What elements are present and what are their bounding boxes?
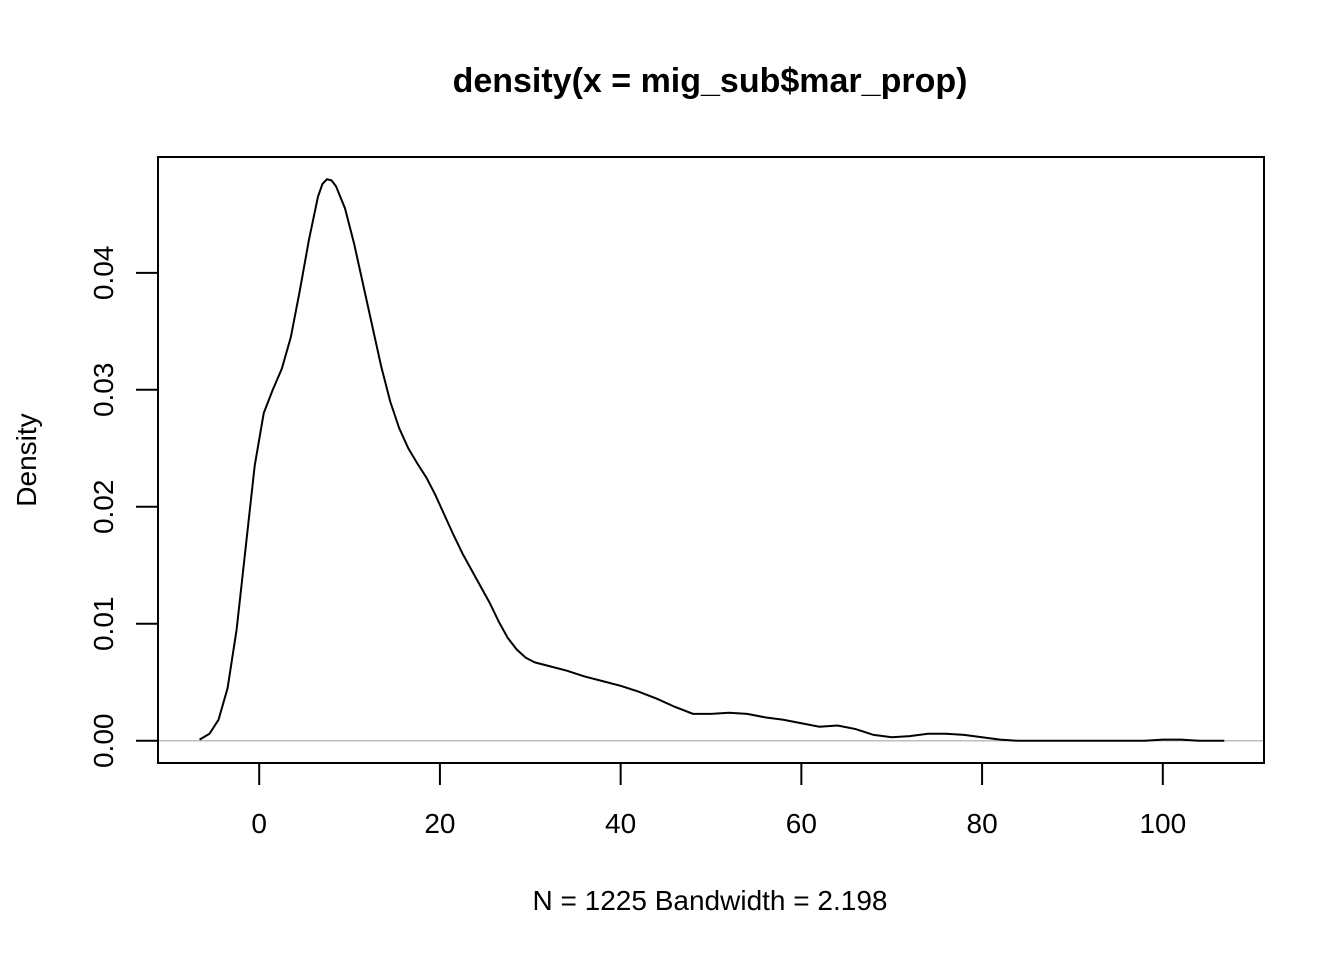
x-axis: 0 20 40 60 80 100: [251, 762, 1186, 839]
x-axis-label: N = 1225 Bandwidth = 2.198: [533, 885, 888, 916]
y-tick-label: 0.04: [88, 246, 119, 301]
x-tick-label: 100: [1139, 808, 1186, 839]
y-tick-label: 0.01: [88, 597, 119, 652]
x-tick-label: 40: [605, 808, 636, 839]
y-tick-label: 0.03: [88, 363, 119, 418]
x-tick-label: 80: [967, 808, 998, 839]
y-axis: 0.00 0.01 0.02 0.03 0.04: [88, 246, 159, 769]
plot-frame: [157, 156, 1265, 764]
x-tick-label: 60: [786, 808, 817, 839]
x-tick-label: 20: [424, 808, 455, 839]
y-tick-label: 0.02: [88, 480, 119, 535]
x-tick-label: 0: [251, 808, 267, 839]
y-tick-label: 0.00: [88, 714, 119, 769]
chart-title: density(x = mig_sub$mar_prop): [453, 62, 968, 100]
y-axis-label: Density: [11, 413, 42, 506]
density-curve: [199, 178, 1225, 742]
